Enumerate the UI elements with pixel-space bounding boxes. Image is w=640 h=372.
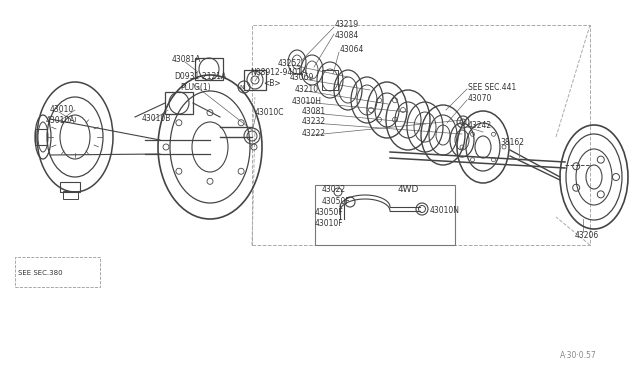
Text: 43010F: 43010F [315,218,344,228]
Bar [252,25,590,245]
Text: 4WD: 4WD [398,185,419,193]
Text: 43050F: 43050F [315,208,344,217]
Bar [60,182,80,192]
Text: A·30·0.57: A·30·0.57 [560,350,596,359]
Text: PLUG(1): PLUG(1) [180,83,211,92]
Text: 43010N: 43010N [430,205,460,215]
Bar [165,92,193,114]
Bar [35,129,47,145]
Bar [63,191,78,199]
Text: 43210: 43210 [295,84,319,93]
Text: 43242: 43242 [468,121,492,129]
Text: SEE SEC.441: SEE SEC.441 [468,83,516,92]
Text: 43010H: 43010H [292,96,322,106]
Text: D0931-2121A: D0931-2121A [174,71,227,80]
Bar [195,58,223,80]
Text: 43050F: 43050F [322,196,351,205]
Text: 43022: 43022 [322,185,346,193]
Text: 43206: 43206 [575,231,599,240]
Text: 43081A: 43081A [172,55,202,64]
Text: 43081: 43081 [302,106,326,115]
Text: 43010B: 43010B [142,113,172,122]
Text: 43010C: 43010C [255,108,285,116]
Text: 43252: 43252 [278,58,302,67]
Text: N: N [239,84,244,90]
Text: 43010: 43010 [50,105,74,113]
Bar [315,185,455,245]
Text: 43070: 43070 [468,93,492,103]
Text: 43084: 43084 [335,31,359,39]
Bar [15,257,100,287]
Text: SEE SEC.380: SEE SEC.380 [18,270,63,276]
Bar [244,70,266,90]
Text: 43069: 43069 [290,73,314,81]
Text: 43064: 43064 [340,45,364,54]
Text: 38162: 38162 [500,138,524,147]
Text: 43232: 43232 [302,116,326,125]
Text: 43219: 43219 [335,19,359,29]
Text: 43222: 43222 [302,128,326,138]
Text: N08912-9401A: N08912-9401A [250,67,307,77]
Text: <B>: <B> [263,78,280,87]
Text: 43010A: 43010A [46,115,76,125]
Bar [322,70,338,90]
